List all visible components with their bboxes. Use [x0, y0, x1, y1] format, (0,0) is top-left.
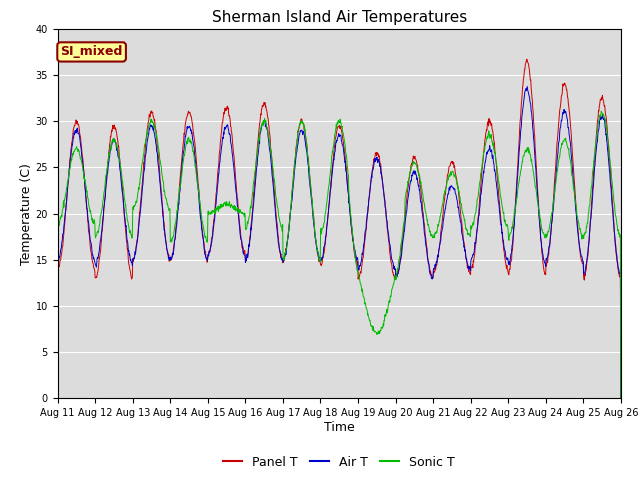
Text: SI_mixed: SI_mixed: [60, 46, 123, 59]
Title: Sherman Island Air Temperatures: Sherman Island Air Temperatures: [212, 10, 467, 25]
X-axis label: Time: Time: [324, 421, 355, 434]
Legend: Panel T, Air T, Sonic T: Panel T, Air T, Sonic T: [218, 451, 460, 474]
Y-axis label: Temperature (C): Temperature (C): [20, 163, 33, 264]
